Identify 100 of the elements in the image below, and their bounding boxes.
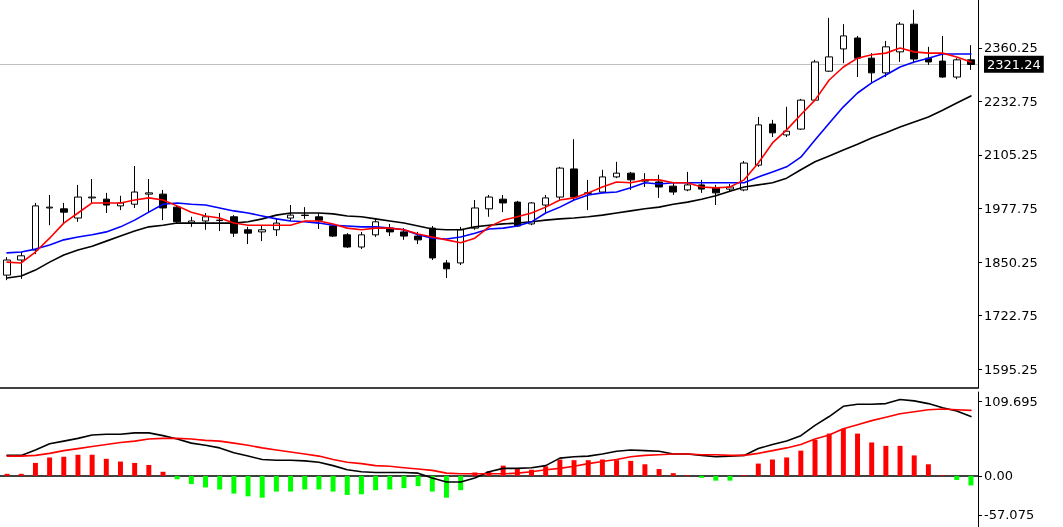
- bar: [61, 456, 67, 476]
- bar: [245, 475, 251, 497]
- candlestick: [301, 206, 309, 220]
- bar: [897, 445, 903, 476]
- candlestick: [343, 232, 351, 249]
- bar: [316, 475, 322, 490]
- candlestick: [471, 199, 479, 231]
- candlestick: [287, 204, 294, 222]
- bar: [288, 475, 294, 492]
- candlestick: [74, 184, 82, 223]
- candlestick: [868, 52, 875, 84]
- bar: [954, 475, 960, 480]
- bar: [628, 460, 634, 476]
- bar: [415, 475, 421, 487]
- candlestick: [712, 184, 720, 206]
- candlestick: [669, 181, 677, 196]
- candlestick: [329, 224, 337, 238]
- bar: [273, 475, 279, 492]
- bar: [670, 473, 676, 476]
- bar: [89, 454, 95, 476]
- candlestick: [485, 194, 493, 218]
- bar: [755, 463, 761, 476]
- candlestick: [882, 40, 890, 78]
- bar: [132, 462, 138, 476]
- y-tick-label: 1977.75: [984, 201, 1038, 216]
- bar: [911, 455, 917, 476]
- candlestick: [145, 178, 153, 214]
- y-tick-label: 1850.25: [984, 254, 1038, 270]
- bar: [642, 464, 648, 476]
- bar: [656, 469, 662, 476]
- bar: [373, 475, 379, 491]
- line-series: [6, 408, 972, 475]
- bar: [727, 475, 733, 481]
- candlestick: [627, 171, 635, 191]
- bar: [330, 475, 336, 492]
- bar: [358, 475, 364, 495]
- candlestick: [953, 57, 961, 80]
- bar: [699, 475, 705, 478]
- candlestick: [414, 231, 422, 245]
- bar: [75, 454, 81, 476]
- bar: [32, 462, 38, 476]
- candlestick: [315, 212, 323, 230]
- bar: [444, 475, 449, 498]
- candlestick: [613, 161, 620, 179]
- bar: [188, 475, 194, 485]
- y-tick-label: -57.075: [984, 507, 1035, 523]
- candlestick: [429, 225, 436, 261]
- bar: [302, 475, 308, 490]
- candlestick: [46, 194, 53, 226]
- candlestick: [358, 231, 365, 250]
- candlestick: [60, 202, 68, 224]
- bar: [429, 475, 435, 492]
- bar: [387, 475, 393, 490]
- y-tick-label: 2105.25: [984, 147, 1038, 163]
- candlestick: [825, 17, 833, 73]
- bar: [203, 475, 208, 488]
- bar: [770, 459, 775, 476]
- candlestick: [755, 116, 762, 168]
- y-tick-label: 0.00: [984, 468, 1013, 484]
- y-tick-label: 1595.25: [984, 361, 1038, 377]
- bar: [968, 475, 974, 486]
- candlestick: [939, 35, 946, 79]
- candlestick: [258, 224, 266, 242]
- candlestick: [88, 178, 96, 204]
- candlestick: [244, 226, 252, 245]
- candlestick: [32, 202, 39, 255]
- bar: [217, 475, 223, 490]
- bar: [259, 475, 265, 498]
- y-tick-label: 2360.25: [984, 40, 1038, 56]
- candlestick: [783, 106, 790, 138]
- bar: [855, 433, 860, 476]
- bar: [103, 458, 109, 476]
- candlestick: [854, 35, 861, 78]
- bar: [401, 475, 407, 489]
- candlestick: [684, 171, 691, 192]
- y-tick-label: 2232.75: [984, 93, 1038, 109]
- candlestick: [797, 98, 805, 131]
- candlestick: [910, 9, 918, 64]
- candlestick: [400, 227, 408, 241]
- candlestick: [896, 21, 904, 63]
- y-tick-label: 109.695: [984, 393, 1038, 409]
- candlestick: [840, 23, 847, 64]
- candlestick: [542, 194, 549, 214]
- candlestick: [499, 194, 507, 213]
- bar: [869, 442, 875, 476]
- candlestick: [173, 205, 181, 225]
- bar: [231, 475, 237, 494]
- bar: [784, 457, 790, 476]
- bar: [18, 473, 24, 476]
- bar: [118, 461, 123, 476]
- bar: [713, 475, 719, 481]
- bar: [344, 475, 350, 495]
- bar: [883, 445, 889, 476]
- candlestick: [230, 214, 238, 238]
- candlestick: [570, 138, 578, 201]
- bar: [47, 457, 53, 476]
- candlestick: [769, 119, 776, 138]
- bar: [4, 473, 10, 476]
- bar: [798, 450, 804, 476]
- candlestick: [443, 259, 450, 279]
